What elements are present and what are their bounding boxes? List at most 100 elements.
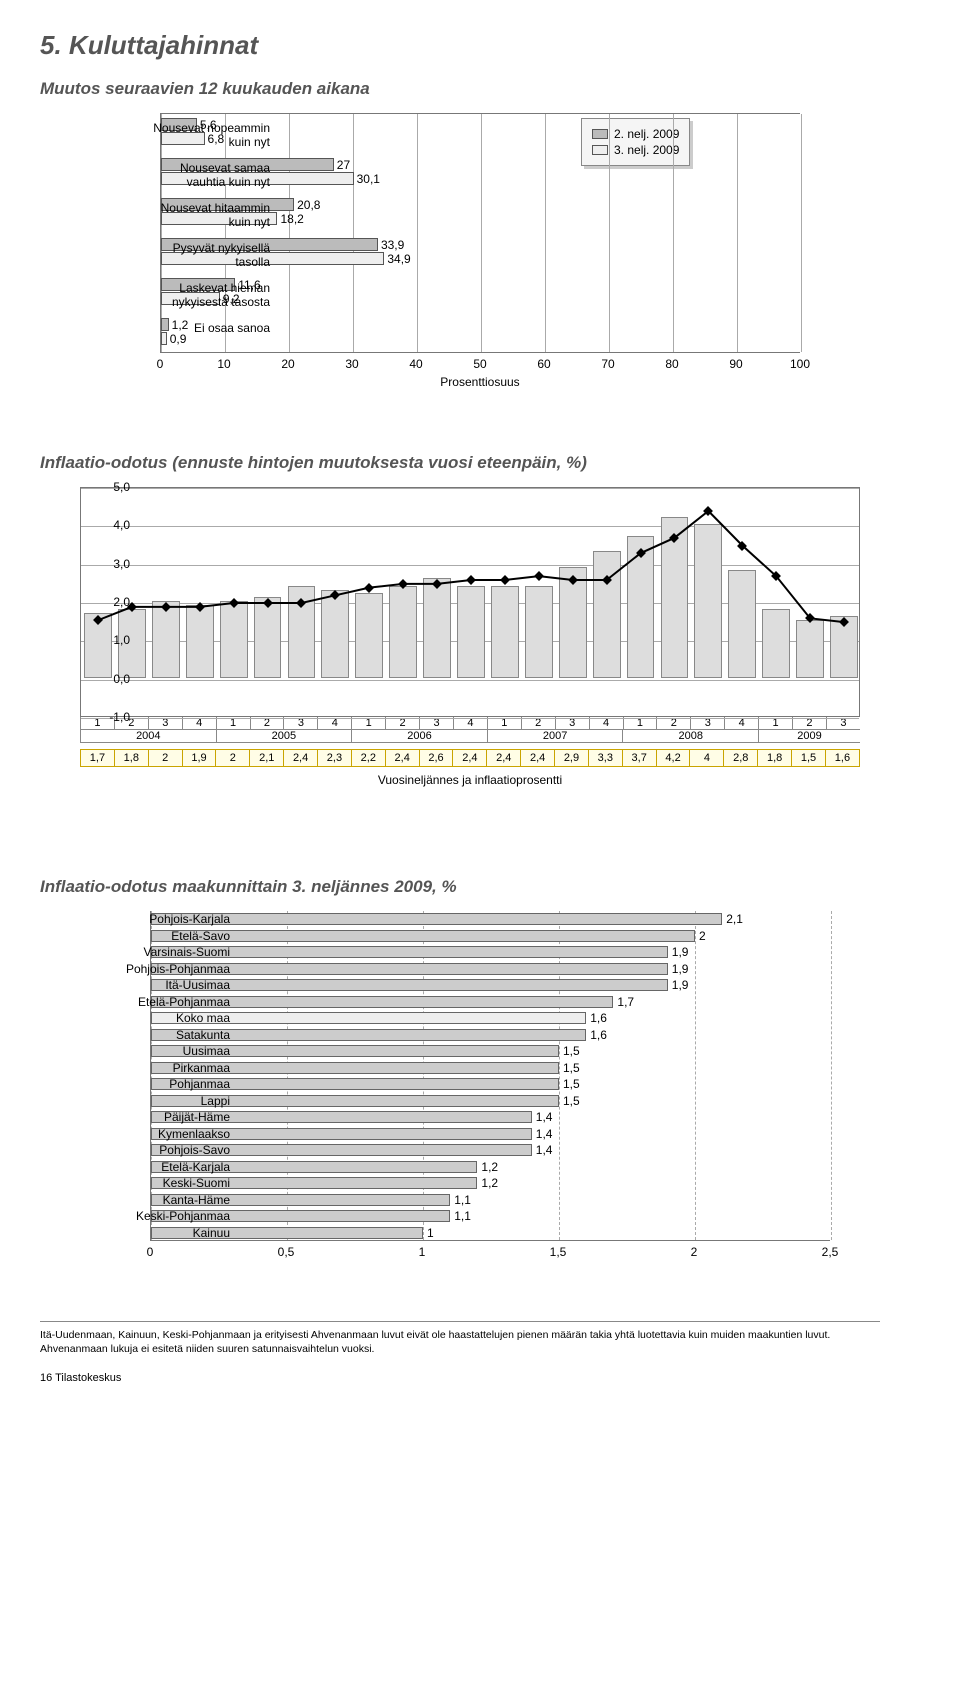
chart1-value-label: 20,8: [297, 198, 320, 212]
chart3-category-label: Etelä-Pohjanmaa: [90, 995, 230, 1009]
chart3-category-label: Etelä-Savo: [90, 929, 230, 943]
chart3-value-label: 1,4: [536, 1110, 553, 1124]
chart3-xtick: 1: [419, 1245, 426, 1259]
chart3-xtick: 2,5: [822, 1245, 839, 1259]
chart2-year-label: 2006: [351, 730, 487, 743]
legend-label: 2. nelj. 2009: [614, 127, 679, 141]
chart2-plot: [80, 487, 860, 717]
chart2-value-cell: 2,4: [487, 750, 521, 767]
chart3-value-label: 1,2: [481, 1176, 498, 1190]
chart1-title: Muutos seuraavien 12 kuukauden aikana: [40, 79, 920, 99]
chart1-category-label: Nousevat nopeamminkuin nyt: [120, 121, 270, 149]
chart3-value-label: 1,6: [590, 1011, 607, 1025]
chart2-value-cell: 2: [148, 750, 182, 767]
chart3-bar: [151, 913, 722, 925]
section-number: 5.: [40, 30, 62, 60]
chart2-ytick: 4,0: [113, 518, 130, 532]
chart2-value-cell: 1,7: [81, 750, 115, 767]
chart3-value-label: 1,1: [454, 1209, 471, 1223]
chart1-category-label: Ei osaa sanoa: [120, 321, 270, 335]
chart1-xtick: 40: [409, 357, 422, 371]
legend-label: 3. nelj. 2009: [614, 143, 679, 157]
page-title: 5. Kuluttajahinnat: [40, 30, 920, 61]
chart2-ytick: 0,0: [113, 672, 130, 686]
chart2-value-table: 1,71,821,922,12,42,32,22,42,62,42,42,42,…: [80, 749, 860, 767]
chart2: 1234123412341234123412320042005200620072…: [80, 487, 920, 827]
chart2-value-cell: 1,5: [792, 750, 826, 767]
chart2-ytick: -1,0: [109, 710, 130, 724]
chart3-category-label: Lappi: [90, 1094, 230, 1108]
chart3-value-label: 1,4: [536, 1127, 553, 1141]
chart2-value-cell: 2,3: [318, 750, 352, 767]
chart1-xtick: 30: [345, 357, 358, 371]
chart3-category-label: Etelä-Karjala: [90, 1160, 230, 1174]
chart2-value-cell: 2: [216, 750, 250, 767]
chart2-value-cell: 2,2: [351, 750, 385, 767]
chart1-category-label: Laskevat hiemannykyisestä tasosta: [120, 281, 270, 309]
chart2-value-cell: 1,8: [758, 750, 792, 767]
chart3-xtick: 2: [691, 1245, 698, 1259]
chart2-ytick: 2,0: [113, 595, 130, 609]
chart2-value-cell: 2,8: [724, 750, 758, 767]
chart1-value-label: 27: [337, 158, 350, 172]
legend-item: 2. nelj. 2009: [592, 127, 679, 141]
chart3-title: Inflaatio-odotus maakunnittain 3. neljän…: [40, 877, 920, 897]
chart1-xtick: 10: [217, 357, 230, 371]
chart3-category-label: Keski-Pohjanmaa: [90, 1209, 230, 1223]
chart2-value-cell: 4: [690, 750, 724, 767]
chart3-value-label: 1,7: [617, 995, 634, 1009]
chart2-value-cell: 1,9: [182, 750, 216, 767]
chart3-value-label: 1,9: [672, 945, 689, 959]
chart3-value-label: 2: [699, 929, 706, 943]
chart1-xtick: 80: [665, 357, 678, 371]
chart2-value-cell: 3,3: [588, 750, 622, 767]
chart3-value-label: 1,2: [481, 1160, 498, 1174]
chart3-category-label: Kainuu: [90, 1226, 230, 1240]
chart3-category-label: Itä-Uusimaa: [90, 978, 230, 992]
chart3-xtick: 0: [147, 1245, 154, 1259]
chart3-xtick: 0,5: [278, 1245, 295, 1259]
legend-swatch-icon: [592, 145, 608, 155]
chart3-category-label: Satakunta: [90, 1028, 230, 1042]
chart3-category-label: Uusimaa: [90, 1044, 230, 1058]
chart3-value-label: 1,6: [590, 1028, 607, 1042]
chart2-caption: Vuosineljännes ja inflaatioprosentti: [80, 773, 860, 787]
chart1-xtick: 0: [157, 357, 164, 371]
chart2-value-cell: 2,4: [385, 750, 419, 767]
chart2-value-cell: 2,4: [521, 750, 555, 767]
chart3: 2,121,91,91,91,71,61,61,51,51,51,51,41,4…: [150, 911, 920, 1281]
chart1-xtick: 50: [473, 357, 486, 371]
chart2-ytick: 1,0: [113, 633, 130, 647]
chart3-category-label: Pirkanmaa: [90, 1061, 230, 1075]
chart1-xtick: 100: [790, 357, 810, 371]
chart3-value-label: 1,1: [454, 1193, 471, 1207]
chart2-value-cell: 3,7: [622, 750, 656, 767]
chart3-category-label: Keski-Suomi: [90, 1176, 230, 1190]
chart1-xtick: 60: [537, 357, 550, 371]
legend-swatch-icon: [592, 129, 608, 139]
chart3-value-label: 1,5: [563, 1077, 580, 1091]
chart3-category-label: Koko maa: [90, 1011, 230, 1025]
chart1-xtick: 70: [601, 357, 614, 371]
chart3-category-label: Pohjois-Pohjanmaa: [90, 962, 230, 976]
chart1-value-label: 30,1: [357, 172, 380, 186]
chart2-ytick: 5,0: [113, 480, 130, 494]
chart3-xtick: 1,5: [550, 1245, 567, 1259]
chart2-title: Inflaatio-odotus (ennuste hintojen muuto…: [40, 453, 920, 473]
chart3-value-label: 1,5: [563, 1044, 580, 1058]
chart3-value-label: 1,5: [563, 1094, 580, 1108]
chart2-value-cell: 2,1: [250, 750, 284, 767]
chart1-xlabel: Prosenttiosuus: [440, 375, 519, 389]
chart2-value-cell: 1,8: [114, 750, 148, 767]
page-footer: 16 Tilastokeskus: [40, 1372, 920, 1384]
chart2-value-cell: 2,6: [419, 750, 453, 767]
chart3-value-label: 1,5: [563, 1061, 580, 1075]
chart1-value-label: 34,9: [387, 252, 410, 266]
section-heading: Kuluttajahinnat: [69, 30, 258, 60]
chart2-axis: 1234123412341234123412320042005200620072…: [80, 717, 860, 787]
chart1-category-label: Pysyvät nykyisellätasolla: [120, 241, 270, 269]
chart3-value-label: 1,4: [536, 1143, 553, 1157]
chart3-category-label: Päijät-Häme: [90, 1110, 230, 1124]
chart1-value-label: 18,2: [280, 212, 303, 226]
chart1-value-label: 33,9: [381, 238, 404, 252]
